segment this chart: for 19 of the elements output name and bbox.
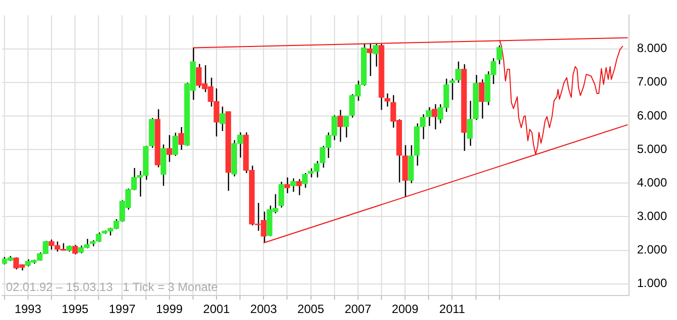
y-tick-label: 5.000 xyxy=(636,142,668,156)
y-tick-label: 8.000 xyxy=(636,41,668,56)
y-tick-label: 6.000 xyxy=(636,108,668,122)
y-tick-label: 1.000 xyxy=(636,276,668,290)
x-tick-label: 1999 xyxy=(156,302,184,316)
x-tick-label: 2007 xyxy=(344,302,372,316)
x-tick-label: 1995 xyxy=(62,302,89,316)
y-tick-label: 2.000 xyxy=(636,242,668,257)
y-tick-label: 3.000 xyxy=(636,209,668,223)
x-tick-label: 2005 xyxy=(297,302,324,316)
x-tick-label: 2009 xyxy=(392,302,419,316)
x-tick-label: 2001 xyxy=(203,302,230,316)
y-tick-label: 4.000 xyxy=(636,175,668,190)
y-tick-label: 7.000 xyxy=(636,74,668,89)
x-tick-label: 1997 xyxy=(108,302,136,316)
annotation: 02.01.92 – 15.03.13 1 Tick = 3 Monate xyxy=(6,280,218,294)
x-tick-label: 2003 xyxy=(250,302,278,316)
x-tick-label: 1993 xyxy=(14,302,42,316)
x-tick-label: 2011 xyxy=(439,302,466,316)
